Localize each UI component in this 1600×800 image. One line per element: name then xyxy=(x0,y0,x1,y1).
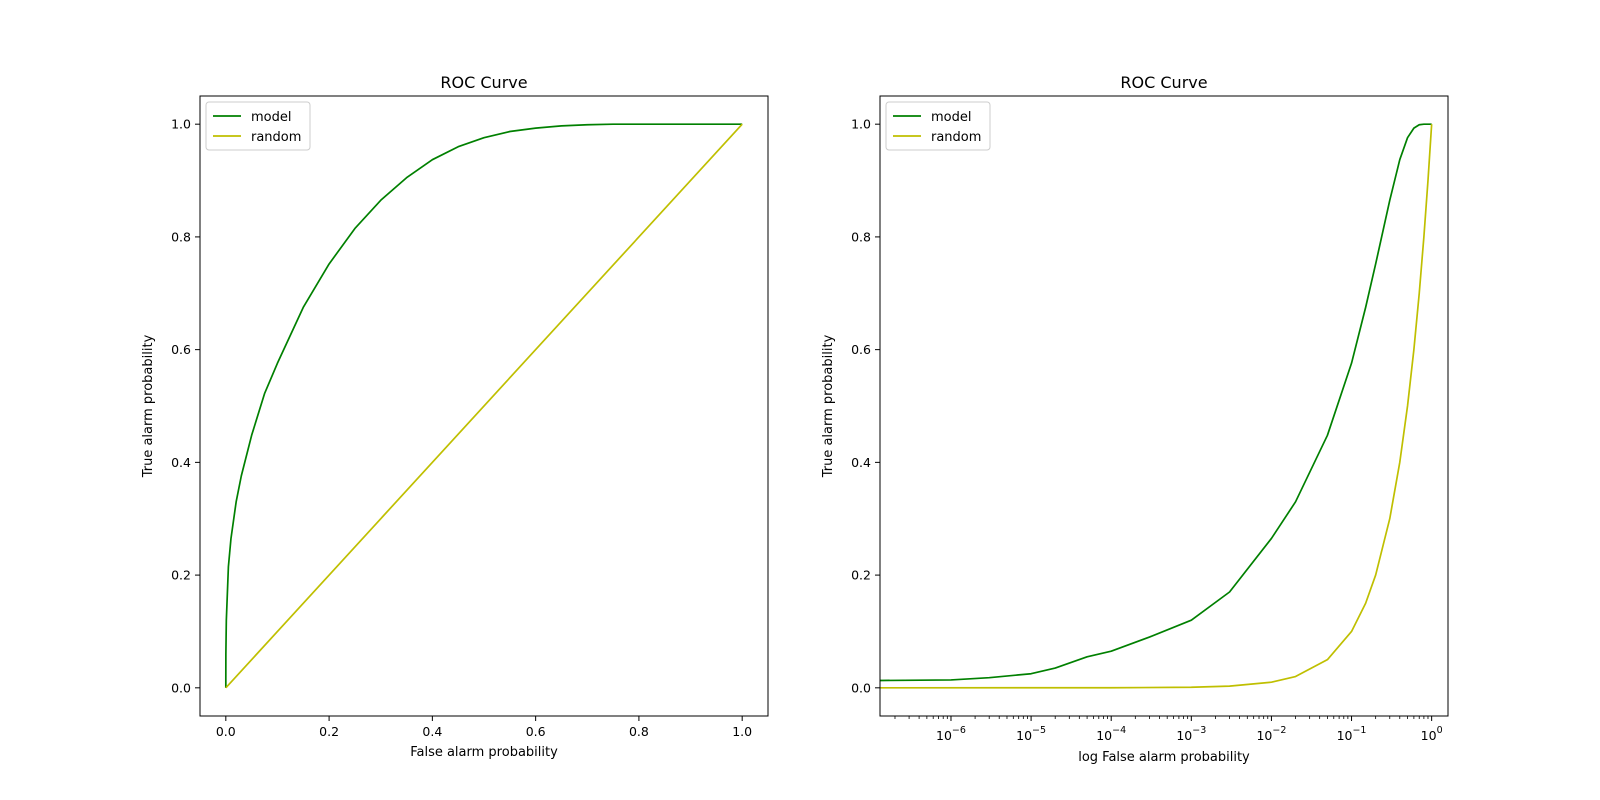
chart-title: ROC Curve xyxy=(440,73,527,92)
y-tick-label: 0.6 xyxy=(851,342,871,357)
y-tick-label: 0.8 xyxy=(171,229,191,244)
right-roc-chart: 0.0 0.2 0.4 0.6 0.8 1.0 10−6 10−5 10−4 10−3 10−2 10… xyxy=(821,73,1449,765)
legend-box xyxy=(885,101,991,151)
legend-label-model: model xyxy=(931,110,971,125)
series-line-random xyxy=(880,124,1433,689)
legend-label-model: model xyxy=(251,110,291,125)
y-tick-label: 1.0 xyxy=(851,117,871,132)
legend-box xyxy=(205,101,311,151)
y-tick-label: 0.0 xyxy=(171,680,191,695)
x-tick-label: 0.8 xyxy=(629,724,649,739)
x-tick-label: 0.2 xyxy=(319,724,339,739)
chart-title: ROC Curve xyxy=(1120,73,1207,92)
x-tick-label: 0.0 xyxy=(216,724,236,739)
x-tick-label: 10−6 xyxy=(936,725,966,743)
x-tick-label: 10−3 xyxy=(1176,725,1206,743)
x-tick-label: 100 xyxy=(1421,725,1443,743)
y-tick-label: 0.2 xyxy=(171,568,191,583)
y-axis-label: True alarm probability xyxy=(821,334,836,478)
y-tick-label: 0.4 xyxy=(171,455,191,470)
x-tick-label: 0.6 xyxy=(526,724,546,739)
x-axis-label: False alarm probability xyxy=(410,745,558,760)
x-axis-label: log False alarm probability xyxy=(1078,750,1250,765)
x-tick-label: 1.0 xyxy=(732,724,752,739)
x-tick-label: 10−5 xyxy=(1016,725,1046,743)
legend: model random xyxy=(205,101,311,151)
y-tick-label: 1.0 xyxy=(171,117,191,132)
y-tick-label: 0.2 xyxy=(851,568,871,583)
series-line-random xyxy=(225,123,743,689)
plot-frame xyxy=(879,95,1449,717)
x-tick-label: 10−1 xyxy=(1337,725,1367,743)
y-tick-label: 0.6 xyxy=(171,342,191,357)
x-tick-label: 0.4 xyxy=(422,724,442,739)
x-tick-label: 10−4 xyxy=(1096,725,1126,743)
legend: model random xyxy=(885,101,991,151)
y-tick-label: 0.4 xyxy=(851,455,871,470)
legend-label-random: random xyxy=(251,130,301,145)
y-axis-label: True alarm probability xyxy=(141,334,156,478)
y-tick-label: 0.0 xyxy=(851,680,871,695)
plot-frame xyxy=(199,95,769,717)
legend-label-random: random xyxy=(931,130,981,145)
y-tick-label: 0.8 xyxy=(851,229,871,244)
series-line-model xyxy=(880,123,1432,682)
left-roc-chart: 0.0 0.2 0.4 0.6 0.8 1.0 0.0 0.2 0.4 0.6 0.8 1.0 ROC … xyxy=(141,73,769,760)
x-tick-label: 10−2 xyxy=(1256,725,1286,743)
series-line-model xyxy=(224,123,743,688)
